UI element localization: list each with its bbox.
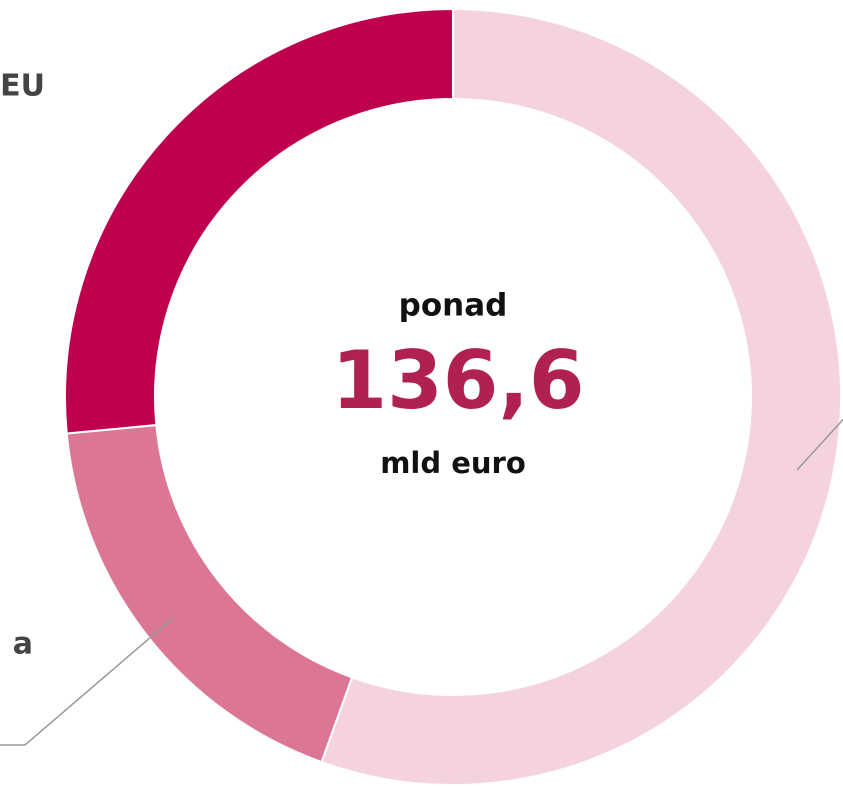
center-top: ponad [399,288,508,324]
center-bottom: mld euro [380,446,526,480]
leader-line [0,617,174,746]
segment-label: EU [0,69,45,104]
leader-line [796,418,843,471]
segment-label: a [13,627,33,662]
center-value: 136,6 [331,334,584,427]
donut-segment [64,7,454,435]
donut-segment [65,423,354,764]
segments [64,7,842,786]
donut-segment [320,7,842,786]
